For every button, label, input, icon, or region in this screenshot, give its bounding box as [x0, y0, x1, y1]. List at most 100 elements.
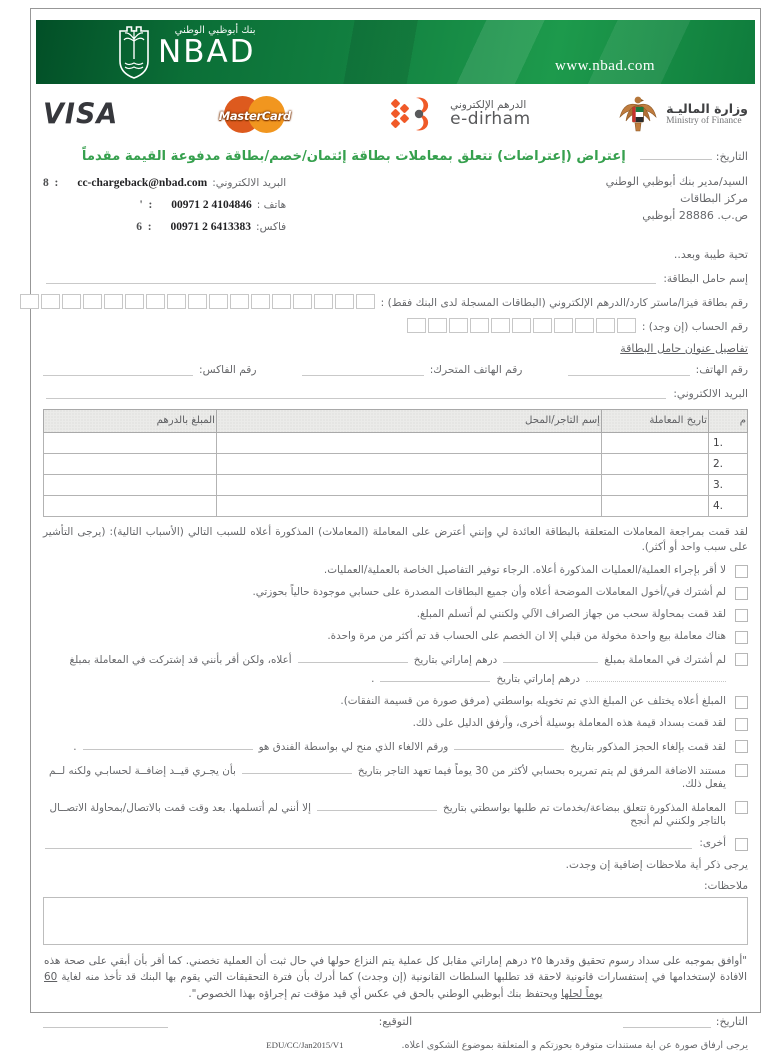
date-input-line[interactable] — [241, 763, 352, 774]
cardholder-name-input-line[interactable] — [46, 270, 657, 284]
digit-box[interactable] — [532, 317, 552, 333]
reason-checkbox[interactable] — [735, 763, 748, 777]
reason-text: مستند الاضافة المرفق لم يتم تمريره بحساب… — [43, 763, 726, 792]
date-input-line[interactable] — [454, 739, 565, 750]
digit-box[interactable] — [271, 293, 291, 309]
digit-box[interactable] — [616, 317, 636, 333]
digit-box[interactable] — [82, 293, 102, 309]
phone-line-suffix: ' : — [139, 198, 153, 211]
reason-checkbox[interactable] — [735, 718, 748, 731]
digit-box[interactable] — [145, 293, 165, 309]
digit-box[interactable] — [208, 293, 228, 309]
amount-cell[interactable] — [43, 473, 217, 496]
mobile-phone-label: رقم الهاتف المتحرك: — [429, 363, 523, 376]
table-row: 4. — [43, 494, 748, 517]
other-reason-input-line[interactable] — [45, 837, 693, 850]
digit-box[interactable] — [448, 317, 468, 333]
signature-date-group: التاريخ: — [622, 1015, 748, 1028]
transaction-date-cell[interactable] — [601, 452, 709, 475]
merchant-name-cell[interactable] — [216, 494, 602, 517]
reason-checkbox[interactable] — [735, 652, 748, 666]
cardholder-name-row: إسم حامل البطاقة: — [43, 270, 748, 285]
digit-box[interactable] — [124, 293, 144, 309]
reason-item-other: أخرى: — [43, 837, 748, 851]
digit-box[interactable] — [334, 293, 354, 309]
edirham-icon — [391, 97, 429, 131]
amount-cell[interactable] — [43, 494, 217, 517]
reason-item-8: لقد قمت بإلغاء الحجز المذكور بتاريخ ورقم … — [43, 739, 748, 755]
nbad-arabic-calligraphy: بنك أبوظبي الوطني — [174, 25, 256, 36]
transaction-date-cell[interactable] — [601, 473, 709, 496]
reason-item-1: لا أقر بإجراء العملية/العمليات المذكورة … — [43, 564, 748, 578]
digit-box[interactable] — [595, 317, 615, 333]
reason-checkbox[interactable] — [735, 630, 748, 644]
account-number-digit-boxes[interactable] — [406, 317, 636, 333]
ministry-of-finance-logo: وزارة الماليـة Ministry of Finance — [618, 93, 748, 135]
contact-block: البريد الالكتروني: cc-chargeback@nbad.co… — [43, 173, 286, 239]
digit-box[interactable] — [292, 293, 312, 309]
card-number-digit-boxes[interactable] — [19, 293, 375, 309]
reason-text-segment: . — [371, 673, 375, 686]
reason-checkbox[interactable] — [735, 564, 748, 578]
reason-checkbox[interactable] — [735, 800, 748, 814]
merchant-name-cell[interactable] — [216, 431, 602, 454]
cardholder-email-input-line[interactable] — [46, 385, 667, 399]
amount-input-line[interactable] — [586, 671, 726, 683]
reason-text-segment: درهم إماراتي بتاريخ — [496, 673, 580, 686]
reason-checkbox[interactable] — [735, 586, 748, 600]
reason-checkbox[interactable] — [735, 740, 748, 753]
home-phone-input-line[interactable] — [567, 363, 690, 376]
reason-text-segment: . — [73, 741, 77, 753]
transaction-date-cell[interactable] — [601, 431, 709, 454]
digit-box[interactable] — [19, 293, 39, 309]
digit-box[interactable] — [574, 317, 594, 333]
notes-textarea[interactable] — [43, 896, 748, 945]
digit-box[interactable] — [229, 293, 249, 309]
reason-text: هناك معاملة بيع واحدة مخولة من قبلي إلا … — [327, 629, 726, 642]
mastercard-logo-text: MasterCard — [218, 109, 291, 123]
fax-line-suffix: 6 : — [136, 220, 152, 233]
ministry-of-finance-text: وزارة الماليـة Ministry of Finance — [666, 101, 748, 127]
transaction-date-cell[interactable] — [601, 494, 709, 517]
date-input-line[interactable] — [380, 671, 491, 683]
reason-text: لم أشترك في/أخول المعاملات الموضحة أعلاه… — [252, 585, 726, 598]
digit-box[interactable] — [40, 293, 60, 309]
reason-text: لقد قمت بإلغاء الحجز المذكور بتاريخ ورقم … — [43, 739, 726, 755]
account-number-label: رقم الحساب (إن وجد) : — [641, 320, 748, 333]
nbad-logo-text: NBAD — [158, 34, 256, 70]
fax-input-line[interactable] — [43, 363, 193, 376]
col-header-transaction-date: تاريخ المعاملة — [601, 408, 709, 433]
signature-date-input-line[interactable] — [622, 1015, 711, 1028]
signature-input-line[interactable] — [43, 1015, 169, 1028]
merchant-name-cell[interactable] — [216, 473, 602, 496]
digit-box[interactable] — [187, 293, 207, 309]
digit-box[interactable] — [511, 317, 531, 333]
reason-checkbox[interactable] — [735, 608, 748, 622]
date-input-line[interactable] — [316, 800, 437, 811]
reason-checkbox[interactable] — [735, 696, 748, 709]
digit-box[interactable] — [166, 293, 186, 309]
date-input-line[interactable] — [297, 652, 408, 663]
date-input-line[interactable] — [639, 148, 712, 160]
digit-box[interactable] — [103, 293, 123, 309]
email-line-suffix: 8 : — [43, 177, 59, 189]
digit-box[interactable] — [553, 317, 573, 333]
digit-box[interactable] — [406, 317, 426, 333]
digit-box[interactable] — [250, 293, 270, 309]
digit-box[interactable] — [355, 293, 375, 309]
amount-input-line[interactable] — [503, 652, 599, 663]
merchant-name-cell[interactable] — [216, 452, 602, 475]
reason-text-segment: مستند الاضافة المرفق لم يتم تمريره بحساب… — [357, 764, 726, 777]
digit-box[interactable] — [313, 293, 333, 309]
reason-text: لا أقر بإجراء العملية/العمليات المذكورة … — [323, 563, 726, 576]
amount-cell[interactable] — [43, 431, 217, 454]
digit-box[interactable] — [61, 293, 81, 309]
reason-checkbox[interactable] — [735, 837, 748, 851]
digit-box[interactable] — [490, 317, 510, 333]
cancellation-number-input-line[interactable] — [82, 739, 253, 750]
digit-box[interactable] — [469, 317, 489, 333]
digit-box[interactable] — [427, 317, 447, 333]
notes-label: ملاحظات: — [703, 879, 748, 892]
amount-cell[interactable] — [43, 452, 217, 475]
mobile-phone-input-line[interactable] — [301, 363, 424, 376]
